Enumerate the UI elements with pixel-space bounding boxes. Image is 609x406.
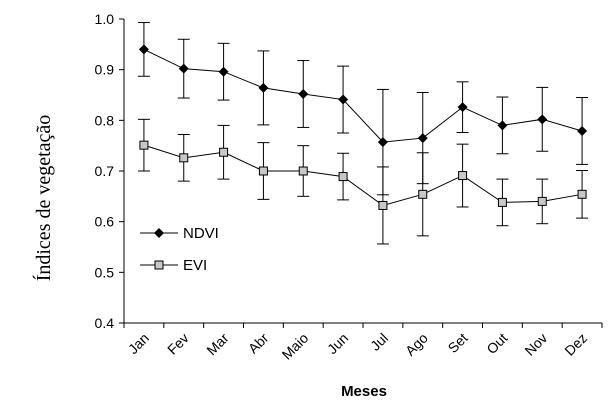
data-point bbox=[298, 166, 308, 176]
y-tick-label: 1.0 bbox=[95, 11, 115, 27]
x-tick-label: Jul bbox=[367, 330, 391, 354]
data-point bbox=[577, 189, 587, 199]
y-tick-label: 0.7 bbox=[95, 163, 115, 179]
y-axis-title: Índices de vegetação bbox=[32, 115, 55, 282]
data-point bbox=[457, 102, 468, 113]
data-point bbox=[458, 171, 468, 181]
legend-marker-evi bbox=[154, 260, 164, 270]
legend-marker-ndvi bbox=[154, 228, 164, 238]
x-tick-label: Ago bbox=[402, 330, 431, 359]
legend-label-evi: EVI bbox=[183, 257, 207, 274]
data-point bbox=[138, 44, 149, 55]
x-tick-label: Fev bbox=[164, 330, 192, 358]
data-point bbox=[577, 125, 588, 136]
y-tick-label: 0.9 bbox=[95, 62, 115, 78]
x-tick-label: Maio bbox=[279, 330, 312, 363]
data-point bbox=[178, 63, 189, 74]
data-point bbox=[258, 166, 268, 176]
data-point bbox=[139, 140, 149, 150]
legend: NDVI EVI bbox=[140, 225, 219, 274]
data-point bbox=[338, 172, 348, 182]
data-point bbox=[497, 120, 508, 131]
data-point bbox=[258, 82, 269, 93]
data-point bbox=[378, 200, 388, 210]
x-tick-label: Set bbox=[445, 330, 471, 356]
data-point bbox=[219, 147, 229, 157]
series-ndvi bbox=[137, 22, 589, 196]
x-tick-label: Mar bbox=[203, 330, 232, 359]
data-point bbox=[377, 137, 388, 148]
x-tick-label: Jun bbox=[324, 330, 351, 357]
data-point bbox=[218, 66, 229, 77]
data-point bbox=[537, 114, 548, 125]
series-evi bbox=[137, 118, 589, 245]
y-tick-label: 0.5 bbox=[95, 264, 115, 280]
x-tick-label: Dez bbox=[561, 330, 590, 359]
data-point bbox=[418, 189, 428, 199]
data-point bbox=[537, 196, 547, 206]
data-point bbox=[417, 133, 428, 144]
x-tick-label: Out bbox=[483, 330, 510, 357]
series-line bbox=[143, 144, 583, 206]
y-tick-label: 0.4 bbox=[95, 315, 115, 331]
series-line bbox=[143, 48, 583, 143]
x-tick-label: Nov bbox=[521, 330, 550, 359]
x-tick-label: Abr bbox=[245, 330, 272, 357]
x-tick-label: Jan bbox=[125, 330, 152, 357]
y-tick-label: 0.8 bbox=[95, 112, 115, 128]
x-axis-title: Meses bbox=[341, 383, 387, 400]
legend-label-ndvi: NDVI bbox=[183, 225, 219, 242]
y-tick-label: 0.6 bbox=[95, 214, 115, 230]
data-point bbox=[497, 197, 507, 207]
data-point bbox=[298, 88, 309, 99]
data-point bbox=[179, 153, 189, 163]
data-point bbox=[338, 94, 349, 105]
